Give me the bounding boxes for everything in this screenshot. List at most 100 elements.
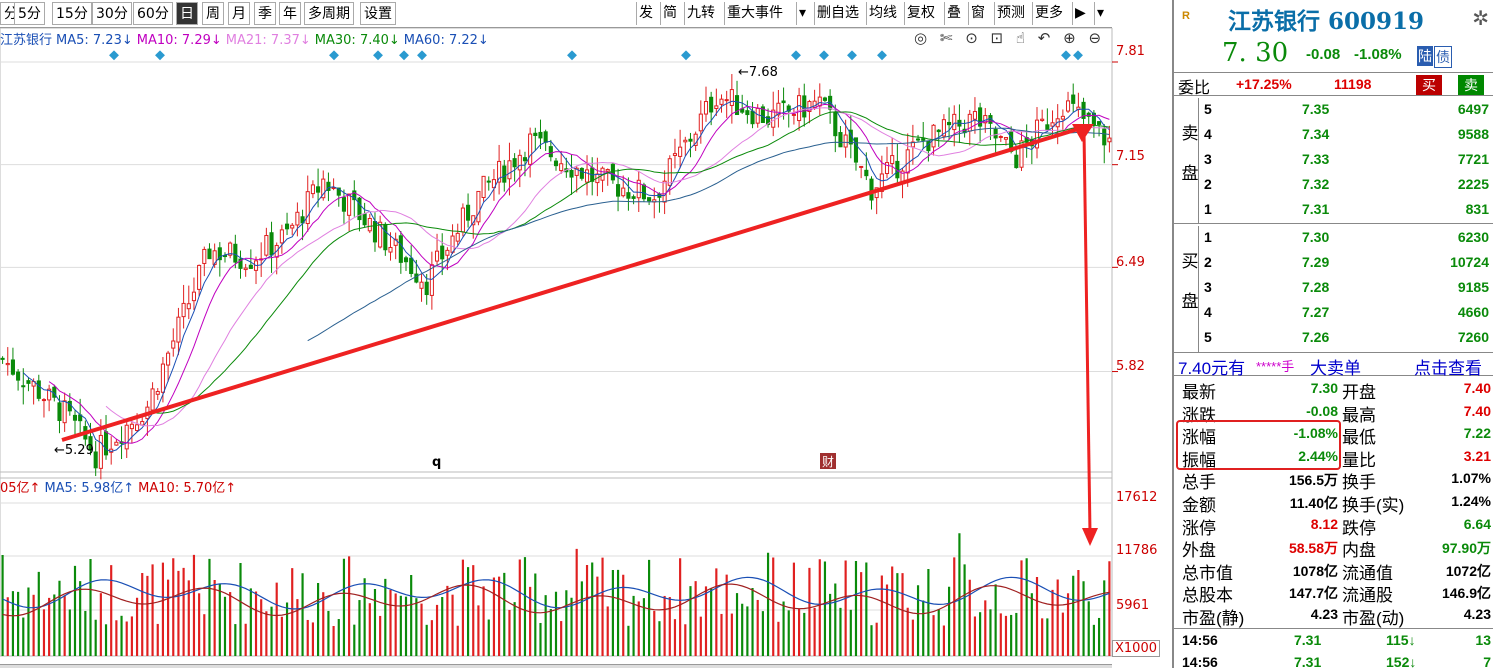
sell-book-row[interactable]: 2 7.32 2225 xyxy=(1174,173,1493,198)
candle-body xyxy=(166,352,171,366)
tool-tab[interactable]: 九转 xyxy=(684,2,717,25)
quote-label: 总手 xyxy=(1182,473,1216,493)
sell-book-price: 7.34 xyxy=(1302,126,1330,142)
tool-tab[interactable]: 简 xyxy=(660,2,679,25)
candle-body xyxy=(336,187,341,196)
quote-row: 涨停 8.12 跌停 6.64 xyxy=(1174,514,1493,538)
tool-tab[interactable]: 发 xyxy=(636,2,655,25)
candle-body xyxy=(284,223,290,230)
period-tab[interactable]: 日 xyxy=(176,2,198,25)
buy-book-level: 4 xyxy=(1204,304,1212,320)
period-tab[interactable]: 年 xyxy=(279,2,301,25)
tool-tab[interactable]: 重大事件 xyxy=(724,2,785,25)
big-order-link[interactable]: 点击查看 xyxy=(1414,359,1482,378)
buy-book-row[interactable]: 2 7.29 10724 xyxy=(1174,251,1493,276)
sell-book-row[interactable]: 3 7.33 7721 xyxy=(1174,148,1493,173)
ma-line xyxy=(307,127,1110,342)
tool-tab[interactable]: ▶ xyxy=(1072,2,1088,25)
last-price: 7. 30 xyxy=(1222,38,1289,68)
tool-tab[interactable]: 预测 xyxy=(994,2,1027,25)
period-tab[interactable]: 多周期 xyxy=(304,2,354,25)
quote-label: 最新 xyxy=(1182,383,1216,402)
ma-line xyxy=(48,103,1110,444)
candle-body xyxy=(890,155,895,164)
chart-tool-icons[interactable]: ◎ ✄ ⊙ ⊡ ☝ ↶ ⊕ ⊖ xyxy=(914,29,1106,47)
candle-body xyxy=(859,165,864,168)
tool-tab[interactable]: 叠 xyxy=(944,2,963,25)
tool-tab[interactable]: ▾ xyxy=(1094,2,1106,25)
buy-book-row[interactable]: 5 7.26 7260 xyxy=(1174,326,1493,351)
r-badge-icon: R xyxy=(1182,10,1190,22)
volume-unit-label[interactable]: X1000 xyxy=(1112,640,1160,657)
period-toolbar: 分 5分 15分 30分 60分日周月季年多周期 设置发简九转 重大事件 ▾ 删自选 均线 复权叠窗… xyxy=(0,0,1112,28)
sell-book-qty: 7721 xyxy=(1457,151,1489,167)
sell-book-row[interactable]: 5 7.35 6497 xyxy=(1174,98,1493,123)
candle-body xyxy=(326,181,331,191)
quote-value: 4.23 xyxy=(1463,606,1491,622)
candle-body xyxy=(709,96,714,113)
candle-body xyxy=(414,273,419,283)
candle-body xyxy=(502,165,507,183)
period-tab[interactable]: 5分 xyxy=(14,2,45,25)
candle-body xyxy=(776,102,781,116)
candle-body xyxy=(419,281,424,289)
tool-tab[interactable]: 窗 xyxy=(968,2,987,25)
candle-body xyxy=(181,302,186,318)
tag-bond[interactable]: 债 xyxy=(1434,46,1452,68)
candle-body xyxy=(207,248,212,260)
period-tab[interactable]: 15分 xyxy=(52,2,92,25)
tool-tab[interactable]: 更多 xyxy=(1032,2,1065,25)
buy-book-row[interactable]: 4 7.27 4660 xyxy=(1174,301,1493,326)
period-tab[interactable]: 设置 xyxy=(360,2,396,25)
candlestick-chart[interactable]: ←7.68 ←5.29 q 财 xyxy=(0,28,1170,668)
candle-body xyxy=(833,112,838,137)
tool-tab[interactable]: 复权 xyxy=(904,2,937,25)
tool-tab[interactable]: 删自选 xyxy=(814,2,861,25)
candle-body xyxy=(507,160,512,180)
volume-legend-item: MA10: 5.70亿↑ xyxy=(138,481,237,496)
buy-book-level: 3 xyxy=(1204,279,1212,295)
sell-book-price: 7.35 xyxy=(1302,101,1330,117)
tool-tab[interactable]: 均线 xyxy=(866,2,899,25)
period-tab[interactable]: 月 xyxy=(228,2,250,25)
sell-book-price: 7.31 xyxy=(1302,201,1330,217)
marker-q: q xyxy=(432,455,441,470)
candle-body xyxy=(103,431,109,456)
buy-book-row[interactable]: 3 7.28 9185 xyxy=(1174,276,1493,301)
bottom-indicator-tabs[interactable] xyxy=(0,664,1112,668)
candle-body xyxy=(972,111,977,120)
sell-book-row[interactable]: 4 7.34 9588 xyxy=(1174,123,1493,148)
period-tab[interactable]: 季 xyxy=(254,2,276,25)
quote-label: 换手 xyxy=(1342,473,1376,493)
tool-tab[interactable]: ▾ xyxy=(796,2,808,25)
tag-hk-connect[interactable]: 陆 xyxy=(1417,46,1433,66)
period-tab[interactable]: 周 xyxy=(202,2,224,25)
period-tab[interactable]: 60分 xyxy=(133,2,173,25)
candle-body xyxy=(512,158,517,168)
sell-book-qty: 6497 xyxy=(1457,101,1489,117)
gear-icon[interactable]: ✲ xyxy=(1472,8,1489,30)
candle-body xyxy=(21,385,26,388)
candle-body xyxy=(678,146,683,157)
candle-body xyxy=(486,180,491,183)
candle-body xyxy=(610,163,615,181)
sell-button[interactable]: 卖 xyxy=(1458,75,1484,95)
quote-value: 8.12 xyxy=(1310,515,1338,532)
quote-value: 2.44% xyxy=(1298,447,1338,464)
candle-body xyxy=(740,108,745,113)
price-change: -0.08 xyxy=(1306,46,1341,63)
sell-book-row[interactable]: 1 7.31 831 xyxy=(1174,198,1493,223)
event-diamond-icon xyxy=(399,50,409,61)
candle-body xyxy=(538,131,543,139)
tick-price: 7.31 xyxy=(1294,654,1322,668)
candle-body xyxy=(450,235,455,253)
big-order-row[interactable]: 7.40元有 *****手 大卖单 点击查看 xyxy=(1174,352,1493,378)
ma-line xyxy=(22,100,1110,453)
quote-label: 最高 xyxy=(1342,405,1376,425)
period-tab[interactable]: 30分 xyxy=(92,2,132,25)
buy-side-label: 盘 xyxy=(1181,292,1199,311)
tick-list: 14:56 7.31 115↓ 13 14:56 7.31 152↓ 7 xyxy=(1174,628,1493,668)
buy-book-row[interactable]: 1 7.30 6230 xyxy=(1174,226,1493,251)
tick-num: 13 xyxy=(1475,632,1491,648)
buy-button[interactable]: 买 xyxy=(1416,75,1442,95)
